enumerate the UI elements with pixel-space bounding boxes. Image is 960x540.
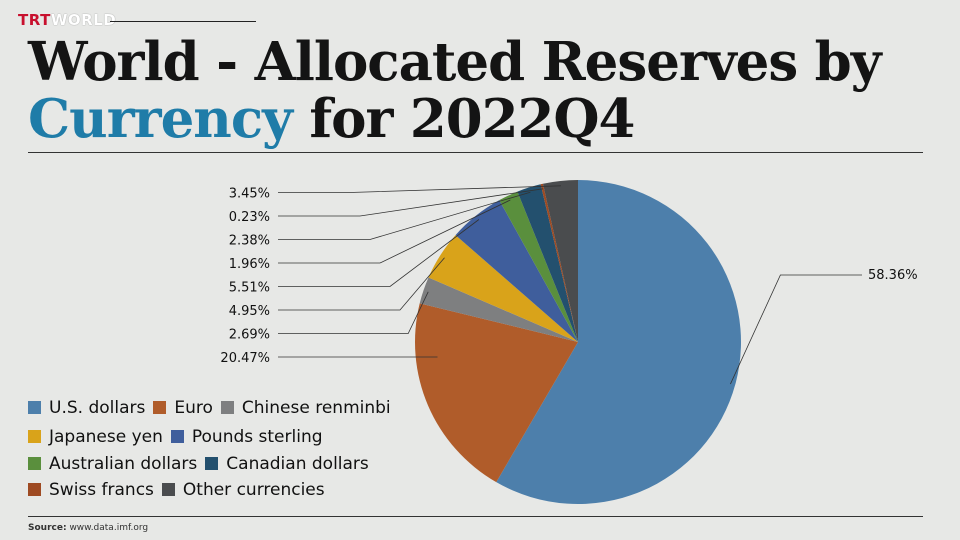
leader-line-pounds-sterling (278, 219, 480, 287)
logo-trt-text: TRT (18, 11, 51, 29)
pie-slice-u-s-dollars (496, 180, 741, 504)
legend-row: Swiss francs Other currencies (28, 480, 333, 500)
footer-divider (28, 516, 923, 517)
legend-swatch (28, 401, 41, 414)
title-divider (28, 152, 923, 153)
leader-line-canadian-dollars (278, 191, 531, 240)
legend-item-canadian-dollars: Canadian dollars (205, 454, 369, 474)
title-highlight: Currency (28, 88, 293, 150)
data-label-euro: 20.47% (220, 351, 270, 366)
legend-swatch (28, 457, 41, 470)
legend-label: Australian dollars (49, 454, 198, 474)
legend-item-euro: Euro (153, 398, 213, 418)
title-rest: for 2022Q4 (309, 88, 635, 150)
legend-swatch (170, 430, 184, 443)
data-label-canadian-dollars: 2.38% (229, 234, 270, 249)
pie-slice-euro (415, 303, 578, 483)
leader-line-other-currencies (278, 185, 561, 193)
legend-item-chinese-renminbi: Chinese renminbi (220, 398, 391, 418)
legend-label: Other currencies (182, 480, 325, 500)
data-label-other-currencies: 3.45% (229, 187, 270, 202)
source-label: Source: (28, 523, 67, 533)
legend-item-japanese-yen: Japanese yen (28, 427, 163, 447)
legend-swatch (28, 483, 41, 496)
data-label-pounds-sterling: 5.51% (229, 281, 270, 296)
legend-label: Japanese yen (49, 427, 163, 447)
legend-item-australian-dollars: Australian dollars (28, 454, 197, 474)
source-text: www.data.imf.org (69, 523, 149, 533)
logo-world-text: WORLD (50, 11, 117, 29)
pie-slice-other-currencies (542, 179, 578, 342)
pie-slice-chinese-renminbi (419, 277, 578, 342)
source-note: Source: www.data.imf.org (28, 523, 148, 533)
legend-label: Euro (174, 398, 213, 418)
data-label-swiss-francs: 0.23% (229, 210, 270, 225)
data-label-japanese-yen: 4.95% (229, 304, 270, 319)
legend-row: Australian dollars Canadian dollars (28, 454, 377, 474)
legend-label: Canadian dollars (226, 454, 369, 474)
legend-row: Japanese yen Pounds sterling (28, 427, 331, 447)
leader-line-japanese-yen (278, 257, 445, 311)
leader-line-australian-dollars (278, 199, 511, 264)
legend-swatch (153, 401, 167, 414)
legend-swatch (161, 483, 175, 496)
page-title: World - Allocated Reserves by Currency fo… (28, 31, 882, 150)
header-divider (110, 21, 256, 22)
legend-row: U.S. dollars Euro Chinese renminbi (28, 398, 399, 418)
legend-swatch (205, 457, 219, 470)
trt-world-logo: TRTWORLD (18, 11, 116, 29)
pie-slice-japanese-yen (428, 235, 578, 342)
legend-item-u-s-dollars: U.S. dollars (28, 398, 145, 418)
legend-label: Chinese renminbi (241, 398, 391, 418)
legend-swatch (28, 430, 41, 443)
pie-slice-canadian-dollars (517, 184, 578, 342)
pie-slice-australian-dollars (499, 191, 578, 342)
legend-label: U.S. dollars (49, 398, 146, 418)
leader-line-swiss-francs (278, 188, 543, 217)
leader-line-chinese-renminbi (278, 291, 429, 334)
legend-item-other-currencies: Other currencies (161, 480, 325, 500)
legend-item-pounds-sterling: Pounds sterling (170, 427, 323, 447)
pie-slice-swiss-francs (540, 183, 578, 342)
legend-label: Swiss francs (49, 480, 154, 500)
data-label-u-s-dollars: 58.36% (868, 268, 918, 283)
title-line1: World - Allocated Reserves by (28, 31, 882, 93)
data-label-chinese-renminbi: 2.69% (229, 328, 270, 343)
leader-line-u-s-dollars (730, 274, 862, 385)
data-label-australian-dollars: 1.96% (229, 257, 270, 272)
legend-item-swiss-francs: Swiss francs (28, 480, 154, 500)
legend-label: Pounds sterling (191, 427, 323, 447)
legend-swatch (220, 401, 234, 414)
pie-slice-pounds-sterling (455, 200, 578, 342)
